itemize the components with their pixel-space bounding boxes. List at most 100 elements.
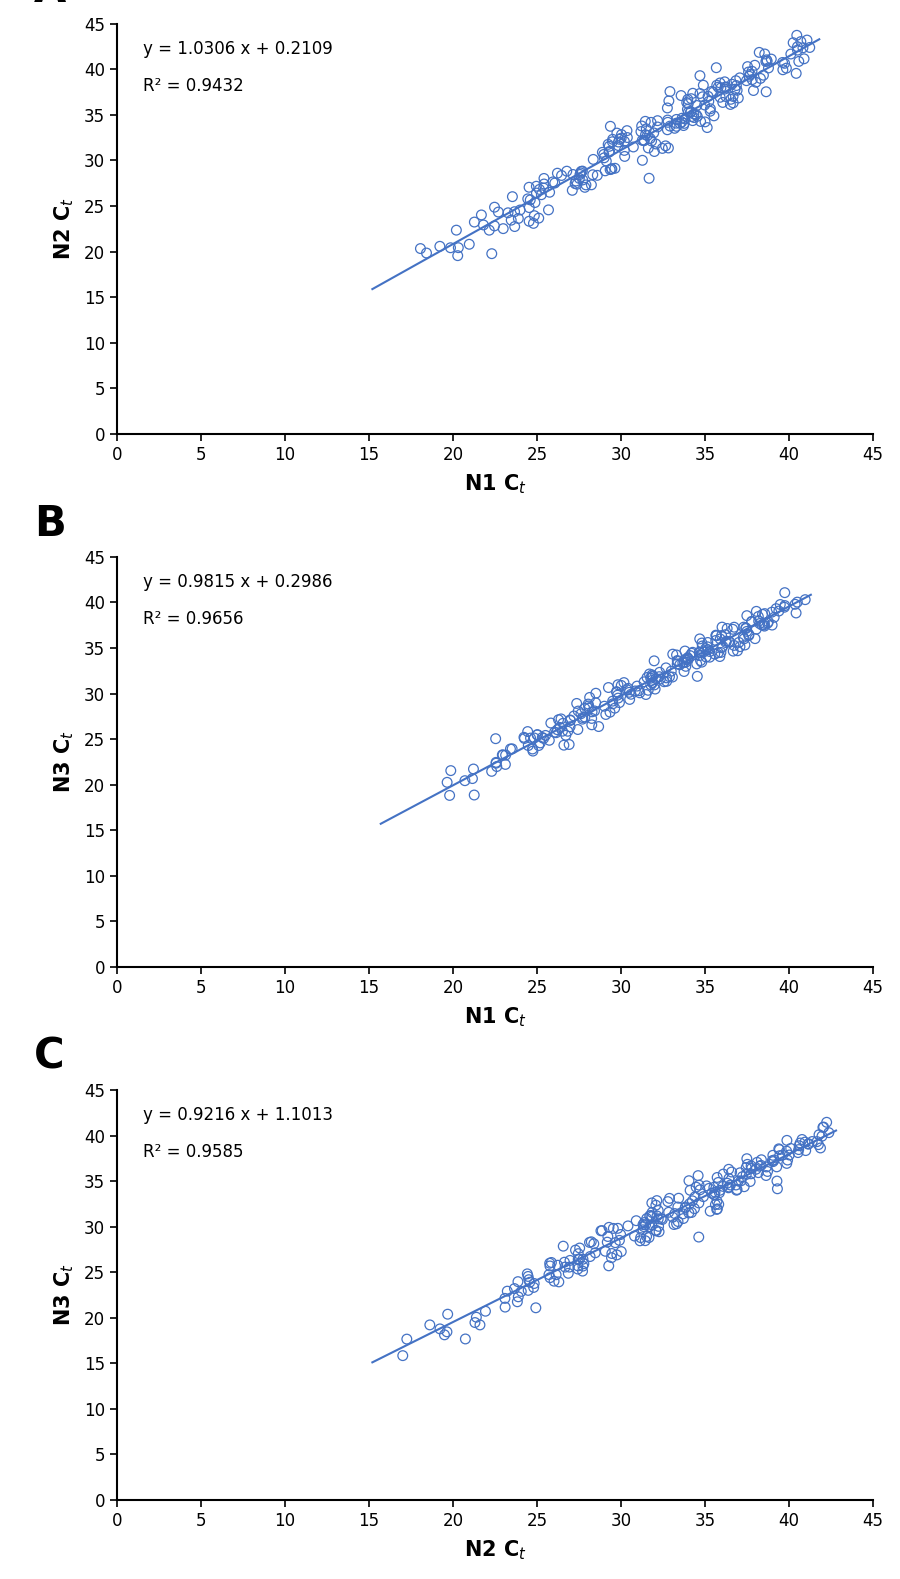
Point bbox=[538, 723, 553, 748]
Point bbox=[576, 1254, 590, 1279]
Point bbox=[784, 41, 798, 66]
Point bbox=[729, 1172, 743, 1197]
Point bbox=[598, 1238, 613, 1263]
Point bbox=[796, 46, 811, 71]
Point bbox=[814, 1135, 828, 1161]
Point bbox=[566, 163, 580, 188]
Point bbox=[703, 96, 717, 122]
Point bbox=[752, 608, 766, 633]
Point bbox=[654, 1206, 669, 1232]
Point bbox=[760, 47, 774, 73]
Point bbox=[576, 704, 590, 729]
Point bbox=[770, 1176, 785, 1202]
Point bbox=[472, 1312, 487, 1337]
Point bbox=[740, 1146, 754, 1172]
Point bbox=[720, 1170, 734, 1195]
Point bbox=[692, 1191, 706, 1216]
Point bbox=[737, 627, 751, 652]
Point bbox=[510, 1288, 525, 1314]
Point bbox=[737, 1175, 751, 1200]
Point bbox=[784, 1135, 798, 1161]
Point bbox=[724, 1172, 738, 1197]
Point bbox=[579, 172, 593, 197]
Point bbox=[773, 592, 788, 617]
Point bbox=[701, 636, 716, 662]
Point bbox=[794, 28, 808, 54]
Point bbox=[643, 126, 657, 152]
Point bbox=[591, 714, 606, 739]
Point bbox=[578, 696, 592, 722]
Point bbox=[615, 122, 629, 147]
Point bbox=[451, 235, 465, 261]
Point bbox=[740, 603, 754, 628]
Point bbox=[810, 1129, 824, 1154]
Point bbox=[679, 654, 693, 679]
Point bbox=[449, 218, 464, 243]
Point bbox=[715, 622, 729, 647]
Point bbox=[717, 69, 732, 95]
Point bbox=[582, 695, 597, 720]
Point bbox=[517, 725, 531, 750]
Point bbox=[680, 96, 695, 122]
Point bbox=[729, 1178, 743, 1203]
Point bbox=[571, 698, 585, 723]
Point bbox=[677, 111, 691, 136]
Point bbox=[707, 1183, 722, 1208]
Point bbox=[526, 739, 540, 764]
Point bbox=[649, 1217, 663, 1243]
Point bbox=[629, 1208, 643, 1233]
Point bbox=[662, 114, 677, 139]
Point bbox=[440, 1301, 454, 1326]
Point bbox=[635, 128, 650, 153]
Point bbox=[496, 742, 510, 767]
Point bbox=[690, 104, 705, 129]
Point bbox=[670, 649, 685, 674]
Point bbox=[508, 199, 522, 224]
Point bbox=[523, 1270, 537, 1295]
Point bbox=[527, 204, 542, 229]
Point bbox=[758, 602, 772, 627]
Point bbox=[780, 1148, 795, 1173]
Point bbox=[757, 614, 771, 639]
Point bbox=[532, 177, 546, 202]
Point bbox=[553, 715, 567, 741]
Point bbox=[606, 692, 620, 717]
Point bbox=[798, 587, 813, 613]
Point bbox=[661, 109, 675, 134]
Point bbox=[670, 651, 684, 676]
Point bbox=[552, 707, 566, 733]
Point bbox=[707, 641, 722, 666]
Point bbox=[498, 1295, 512, 1320]
Point bbox=[528, 1295, 543, 1320]
Point bbox=[600, 1224, 615, 1249]
Point bbox=[549, 720, 563, 745]
Point bbox=[820, 1110, 834, 1135]
Point bbox=[532, 205, 546, 231]
Point bbox=[769, 595, 783, 621]
Point bbox=[790, 589, 805, 614]
Point bbox=[562, 731, 576, 756]
Point bbox=[776, 57, 790, 82]
Point bbox=[644, 128, 659, 153]
Point bbox=[616, 669, 631, 695]
Point bbox=[722, 1157, 736, 1183]
Point bbox=[815, 1115, 830, 1140]
Point bbox=[587, 1232, 601, 1257]
Point bbox=[693, 1178, 707, 1203]
Point bbox=[682, 1191, 697, 1216]
Point bbox=[638, 122, 652, 147]
Point bbox=[793, 1131, 807, 1156]
Point bbox=[798, 1138, 813, 1164]
Point bbox=[588, 1240, 602, 1265]
Point bbox=[695, 649, 709, 674]
Point bbox=[715, 614, 729, 639]
Point bbox=[649, 1192, 663, 1217]
Point bbox=[675, 106, 689, 131]
Point bbox=[511, 1284, 526, 1309]
Point bbox=[649, 1219, 663, 1244]
Point bbox=[542, 728, 556, 753]
Point bbox=[651, 1198, 665, 1224]
Point bbox=[689, 651, 704, 676]
Point bbox=[652, 1219, 666, 1244]
Point bbox=[698, 92, 712, 117]
